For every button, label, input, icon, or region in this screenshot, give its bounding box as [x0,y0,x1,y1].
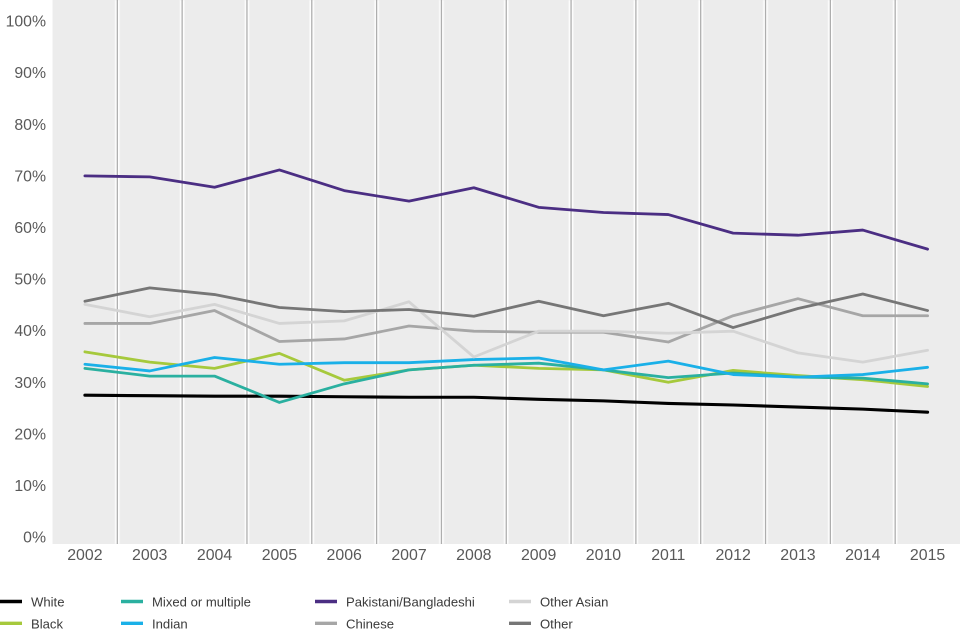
svg-text:2010: 2010 [586,547,622,564]
svg-text:2014: 2014 [845,547,881,564]
svg-text:Pakistani/Bangladeshi: Pakistani/Bangladeshi [346,595,475,610]
svg-text:2006: 2006 [327,547,363,564]
svg-text:2009: 2009 [521,547,557,564]
svg-text:0%: 0% [23,530,46,547]
svg-text:2004: 2004 [197,547,233,564]
svg-text:Black: Black [31,616,63,631]
svg-text:100%: 100% [6,14,46,31]
svg-text:Other Asian: Other Asian [540,595,608,610]
svg-text:2012: 2012 [715,547,751,564]
svg-text:Chinese: Chinese [346,616,394,631]
svg-text:2002: 2002 [67,547,103,564]
svg-text:Indian: Indian [152,616,188,631]
svg-text:2007: 2007 [391,547,427,564]
svg-text:2011: 2011 [651,547,685,564]
svg-text:60%: 60% [14,220,46,237]
svg-text:10%: 10% [14,478,46,495]
svg-text:40%: 40% [14,323,46,340]
svg-text:2015: 2015 [910,547,946,564]
svg-text:90%: 90% [14,65,46,82]
svg-text:Other: Other [540,616,573,631]
svg-text:20%: 20% [14,426,46,443]
svg-text:70%: 70% [14,168,46,185]
svg-text:White: White [31,595,64,610]
svg-text:30%: 30% [14,375,46,392]
svg-text:2013: 2013 [780,547,816,564]
svg-text:80%: 80% [14,117,46,134]
svg-text:2003: 2003 [132,547,168,564]
svg-text:50%: 50% [14,272,46,289]
svg-text:2008: 2008 [456,547,492,564]
svg-text:2005: 2005 [262,547,298,564]
svg-text:Mixed or multiple: Mixed or multiple [152,595,251,610]
